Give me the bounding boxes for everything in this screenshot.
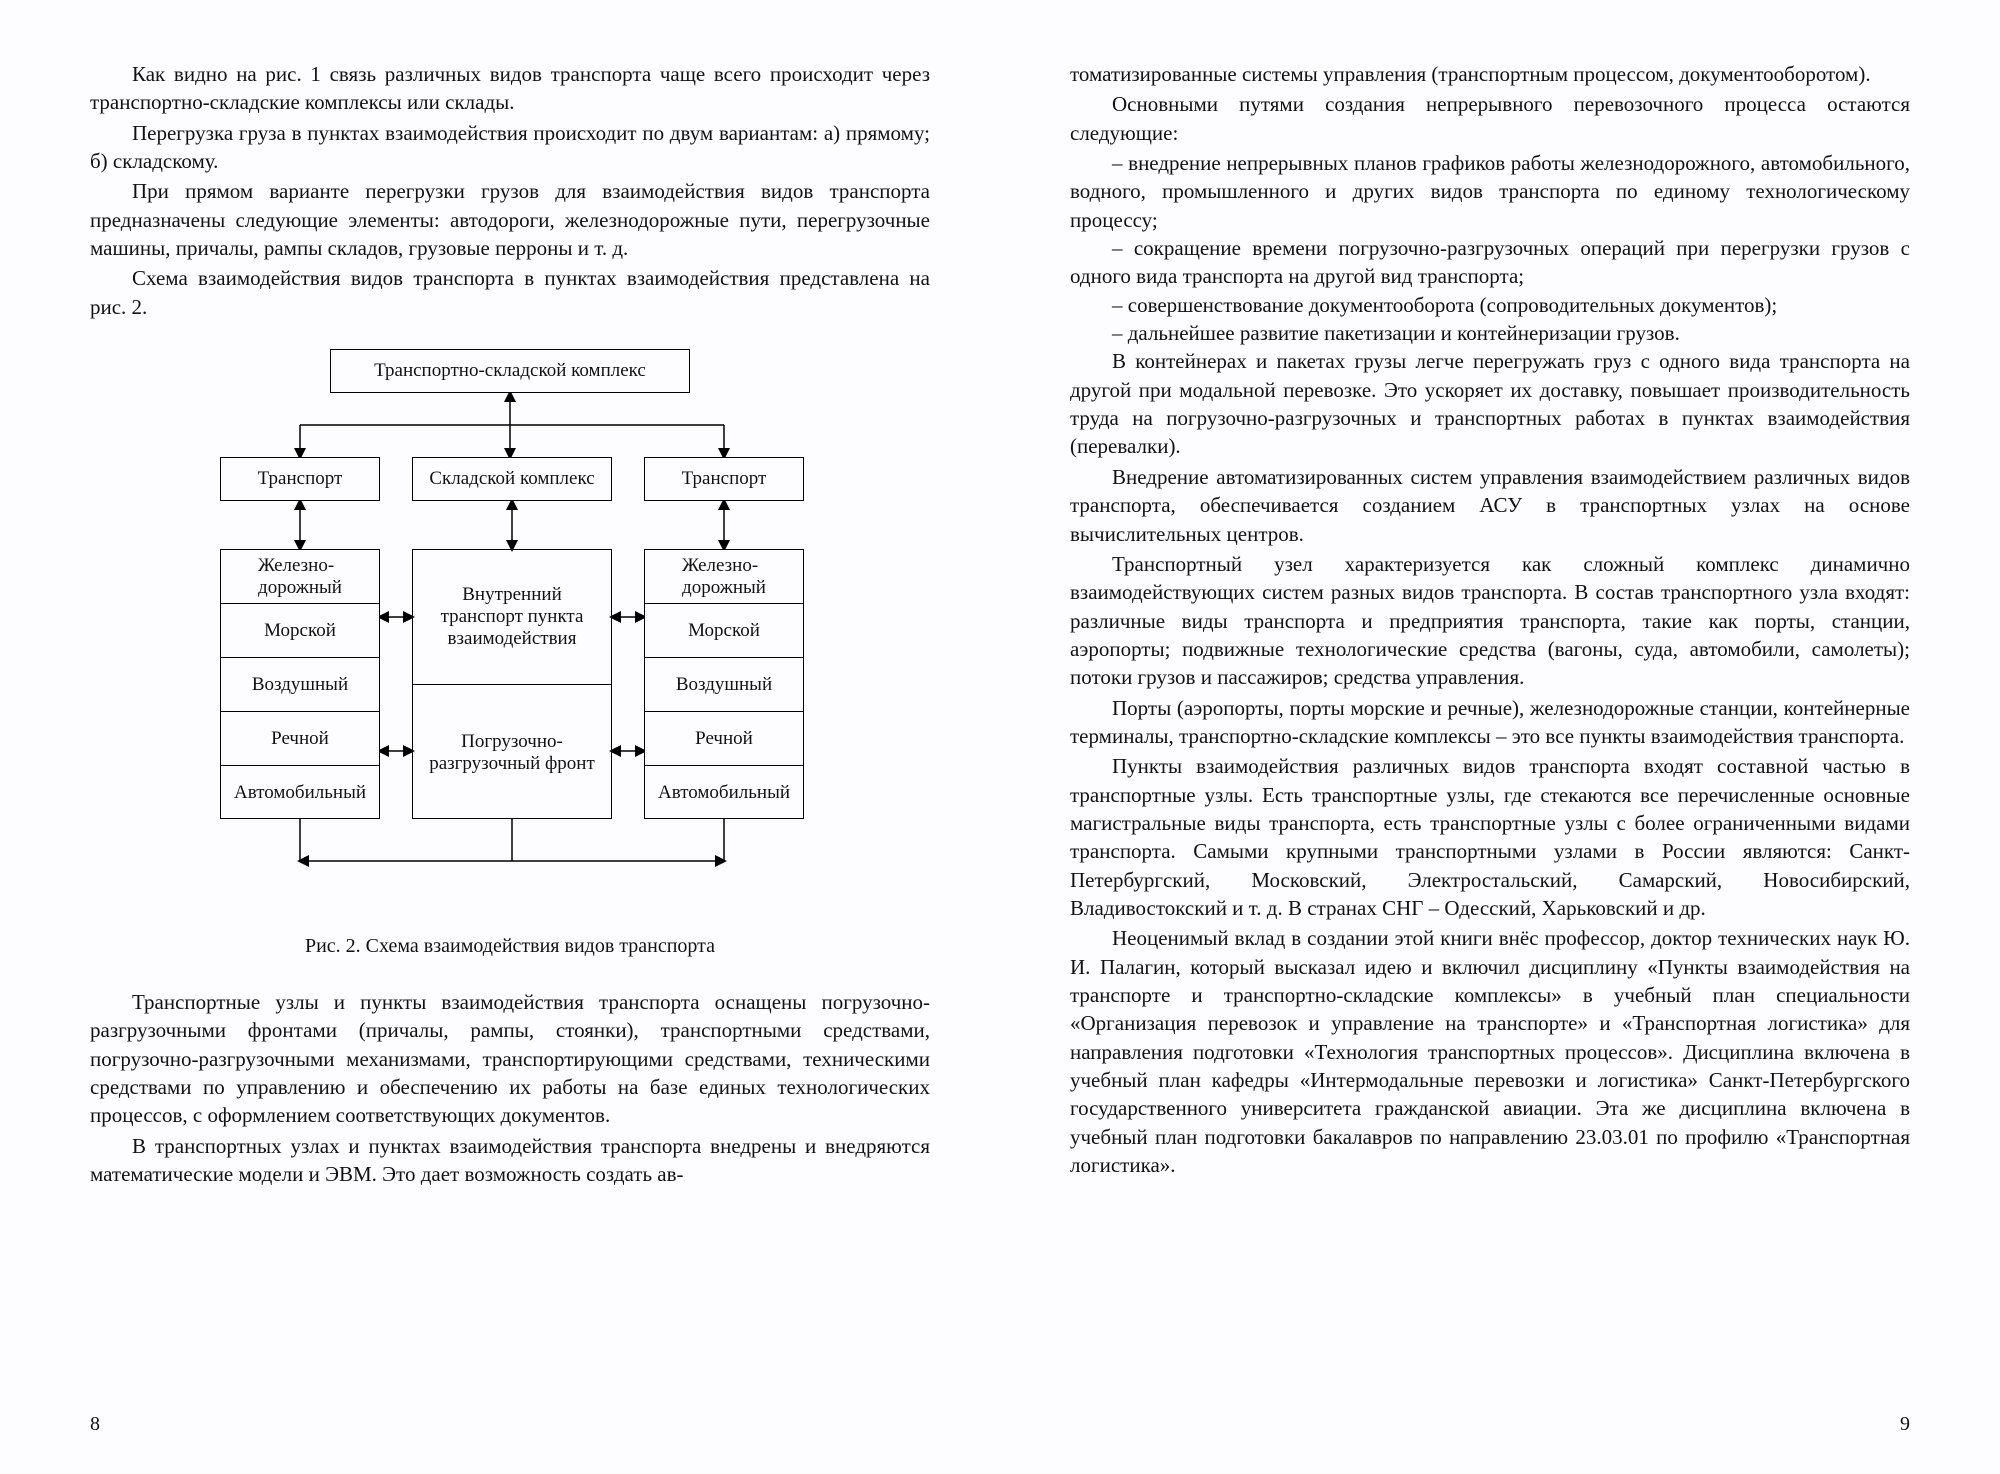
diagram-title-box: Транспортно-складской комплекс [330,349,690,393]
page-right: томатизированные системы управления (тра… [1000,0,2000,1474]
diagram-mode-cell: Автомобильный [221,766,379,820]
diagram-mode-cell: Железно- дорожный [221,550,379,604]
paragraph: томатизированные системы управления (тра… [1070,60,1910,88]
diagram-node-transport-right: Транспорт [644,457,804,501]
page-left: Как видно на рис. 1 связь различных видо… [0,0,1000,1474]
diagram-mid-stack: Внутренний транспорт пункта взаимодейств… [412,549,612,819]
diagram-mode-cell: Речной [221,712,379,766]
diagram-node-warehouse: Складской комплекс [412,457,612,501]
diagram-node-transport-left: Транспорт [220,457,380,501]
diagram-mode-cell: Воздушный [645,658,803,712]
paragraph: Неоценимый вклад в создании этой книги в… [1070,924,1910,1179]
diagram-transport-scheme: Транспортно-складской комплекс Транспорт… [190,349,830,909]
paragraph: В транспортных узлах и пунктах взаимодей… [90,1132,930,1189]
list-item: – внедрение непрерывных планов графиков … [1070,149,1910,234]
diagram-modes-left: Железно- дорожныйМорскойВоздушныйРечнойА… [220,549,380,819]
list-item: – совершенствование документооборота (со… [1070,291,1910,319]
diagram-mode-cell: Морской [645,604,803,658]
diagram-mid-cell: Внутренний транспорт пункта взаимодейств… [413,550,611,685]
diagram-mode-cell: Автомобильный [645,766,803,820]
diagram-modes-right: Железно- дорожныйМорскойВоздушныйРечнойА… [644,549,804,819]
page-number: 8 [90,1413,100,1436]
paragraph: Основными путями создания непрерывного п… [1070,90,1910,147]
paragraph: При прямом варианте перегрузки грузов дл… [90,177,930,262]
diagram-mode-cell: Морской [221,604,379,658]
paragraph: Пункты взаимодействия различных видов тр… [1070,752,1910,922]
paragraph: Схема взаимодействия видов транспорта в … [90,264,930,321]
paragraph: Порты (аэропорты, порты морские и речные… [1070,694,1910,751]
page-spread: Как видно на рис. 1 связь различных видо… [0,0,2000,1474]
paragraph: В контейнерах и пакетах грузы легче пере… [1070,347,1910,460]
paragraph: Как видно на рис. 1 связь различных видо… [90,60,930,117]
paragraph: Перегрузка груза в пунктах взаимодействи… [90,119,930,176]
page-number: 9 [1900,1413,1910,1436]
diagram-mode-cell: Воздушный [221,658,379,712]
diagram-mid-cell: Погрузочно-разгрузочный фронт [413,685,611,820]
list-item: – сокращение времени погрузочно-разгрузо… [1070,234,1910,291]
diagram-mode-cell: Железно- дорожный [645,550,803,604]
figure-caption: Рис. 2. Схема взаимодействия видов транс… [90,935,930,958]
paragraph: Транспортные узлы и пункты взаимодействи… [90,988,930,1130]
paragraph: Транспортный узел характеризуется как сл… [1070,550,1910,692]
diagram-mode-cell: Речной [645,712,803,766]
paragraph: Внедрение автоматизированных систем упра… [1070,463,1910,548]
list-item: – дальнейшее развитие пакетизации и конт… [1070,319,1910,347]
